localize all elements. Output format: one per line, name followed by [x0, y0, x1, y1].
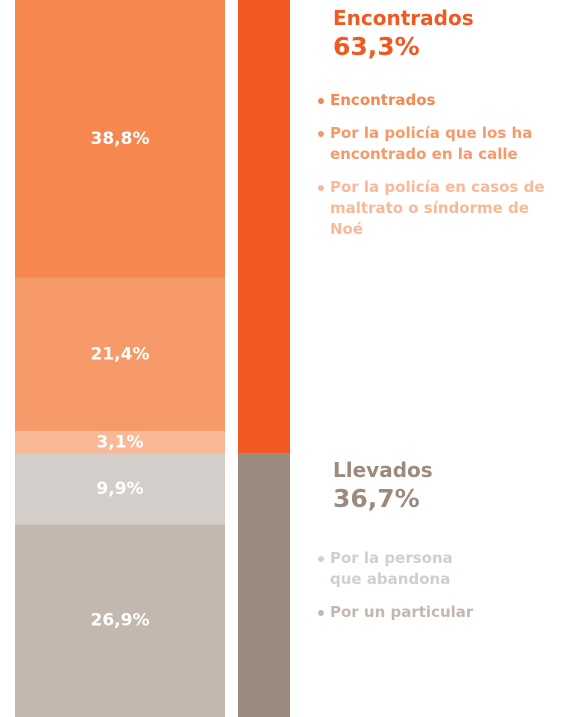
segment: [15, 453, 225, 525]
group-title: Encontrados: [333, 6, 474, 30]
legend-item: Por la persona que abandona: [318, 548, 468, 590]
legend-text: Por la persona que abandona: [330, 548, 453, 588]
segment-label: 9,9%: [96, 479, 143, 499]
legend-text: Por la policía en casos de maltrato o sí…: [330, 178, 545, 238]
group-bar: [238, 0, 290, 454]
segment: [15, 0, 225, 278]
segment-label: 3,1%: [96, 432, 143, 452]
segment: [15, 431, 225, 454]
legend-item: Por la policía que los ha encontrado en …: [318, 123, 563, 165]
legend-dot: [318, 98, 324, 104]
legend-item: Por un particular: [318, 602, 563, 623]
segment: [15, 277, 225, 432]
group-bar: [238, 453, 290, 717]
legend-dot: [318, 609, 324, 616]
legend-text: Por la policía que los ha encontrado en …: [330, 124, 533, 163]
group-title: Llevados: [333, 457, 433, 482]
group-value: 63,3%: [333, 32, 420, 61]
segment-label: 26,9%: [91, 611, 150, 631]
legend-item: Encontrados: [318, 90, 563, 111]
legend-text: Por un particular: [330, 602, 474, 621]
legend-dot: [318, 555, 324, 562]
legend-dot: [318, 185, 324, 191]
group-value: 36,7%: [333, 483, 420, 513]
segment-label: 21,4%: [91, 345, 150, 365]
legend-text: Encontrados: [330, 91, 436, 109]
legend-dot: [318, 131, 324, 137]
legend-item: Por la policía en casos de maltrato o sí…: [318, 177, 563, 240]
segment-label: 38,8%: [91, 129, 150, 149]
segment: [15, 524, 225, 717]
